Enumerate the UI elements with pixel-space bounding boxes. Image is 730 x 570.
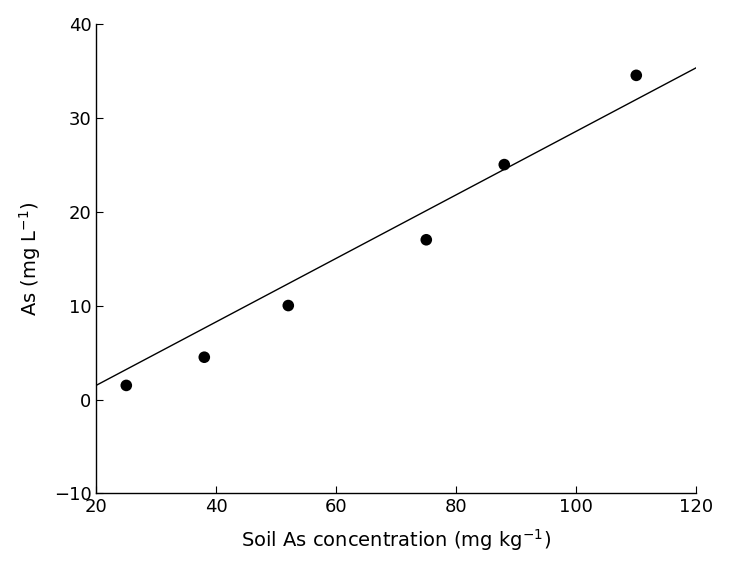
Point <box>499 160 510 169</box>
Point <box>120 381 132 390</box>
Point <box>283 301 294 310</box>
Y-axis label: As (mg L$^{-1}$): As (mg L$^{-1}$) <box>17 201 42 316</box>
Point <box>199 353 210 362</box>
Point <box>420 235 432 245</box>
X-axis label: Soil As concentration (mg kg$^{-1}$): Soil As concentration (mg kg$^{-1}$) <box>242 527 551 553</box>
Point <box>631 71 642 80</box>
